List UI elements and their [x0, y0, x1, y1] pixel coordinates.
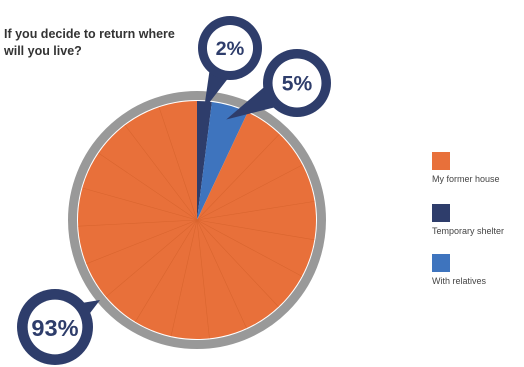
legend-item-with-relatives: With relatives — [432, 254, 524, 286]
pie-slice-divider — [196, 219, 279, 307]
pie-slice-divider — [196, 219, 247, 329]
pie-slice-divider — [196, 164, 303, 221]
data-label-text: 2% — [216, 38, 245, 60]
chart-title: If you decide to return where will you l… — [4, 27, 175, 58]
badge-inner — [206, 24, 254, 72]
pie-slice-with-relatives — [197, 101, 248, 220]
pie-slice-temporary-shelter — [197, 101, 212, 220]
badge-inner — [272, 58, 322, 108]
legend-label-former-house: My former house — [432, 174, 500, 184]
legend-item-temporary-shelter: Temporary shelter — [432, 204, 524, 236]
data-label-text: 5% — [282, 73, 313, 96]
pie-outer-ring — [68, 91, 326, 349]
pie-slice-divider — [105, 219, 198, 298]
legend-swatch-former-house — [432, 152, 450, 170]
data-label-former-house: 93% — [17, 289, 100, 365]
data-label-temporary-shelter: 2% — [198, 16, 262, 110]
pie-slice-divider — [98, 152, 198, 221]
legend-swatch-temporary-shelter — [432, 204, 450, 222]
pie-slice-divider — [135, 219, 198, 322]
data-label-with-relatives: 5% — [226, 49, 331, 120]
pie-slice-divider — [170, 219, 198, 337]
legend-label-with-relatives: With relatives — [432, 276, 487, 286]
pie-slice-divider — [124, 125, 198, 221]
legend-swatch-with-relatives — [432, 254, 450, 272]
pie-slice-divider — [196, 201, 315, 221]
pie-slice-divider — [196, 219, 210, 339]
pie-slice-divider — [78, 219, 198, 227]
pie-slice-divider — [196, 219, 315, 241]
pie-slice-divider — [196, 219, 303, 277]
pie-slice-divider — [196, 133, 280, 221]
pie-slice-divider — [82, 187, 198, 221]
data-label-text: 93% — [31, 315, 78, 341]
legend-label-temporary-shelter: Temporary shelter — [432, 226, 505, 236]
badge-inner — [27, 299, 83, 355]
legend-item-former-house: My former house — [432, 152, 524, 184]
pie-slice-divider — [86, 219, 198, 265]
pie-slice-divider — [158, 107, 198, 221]
